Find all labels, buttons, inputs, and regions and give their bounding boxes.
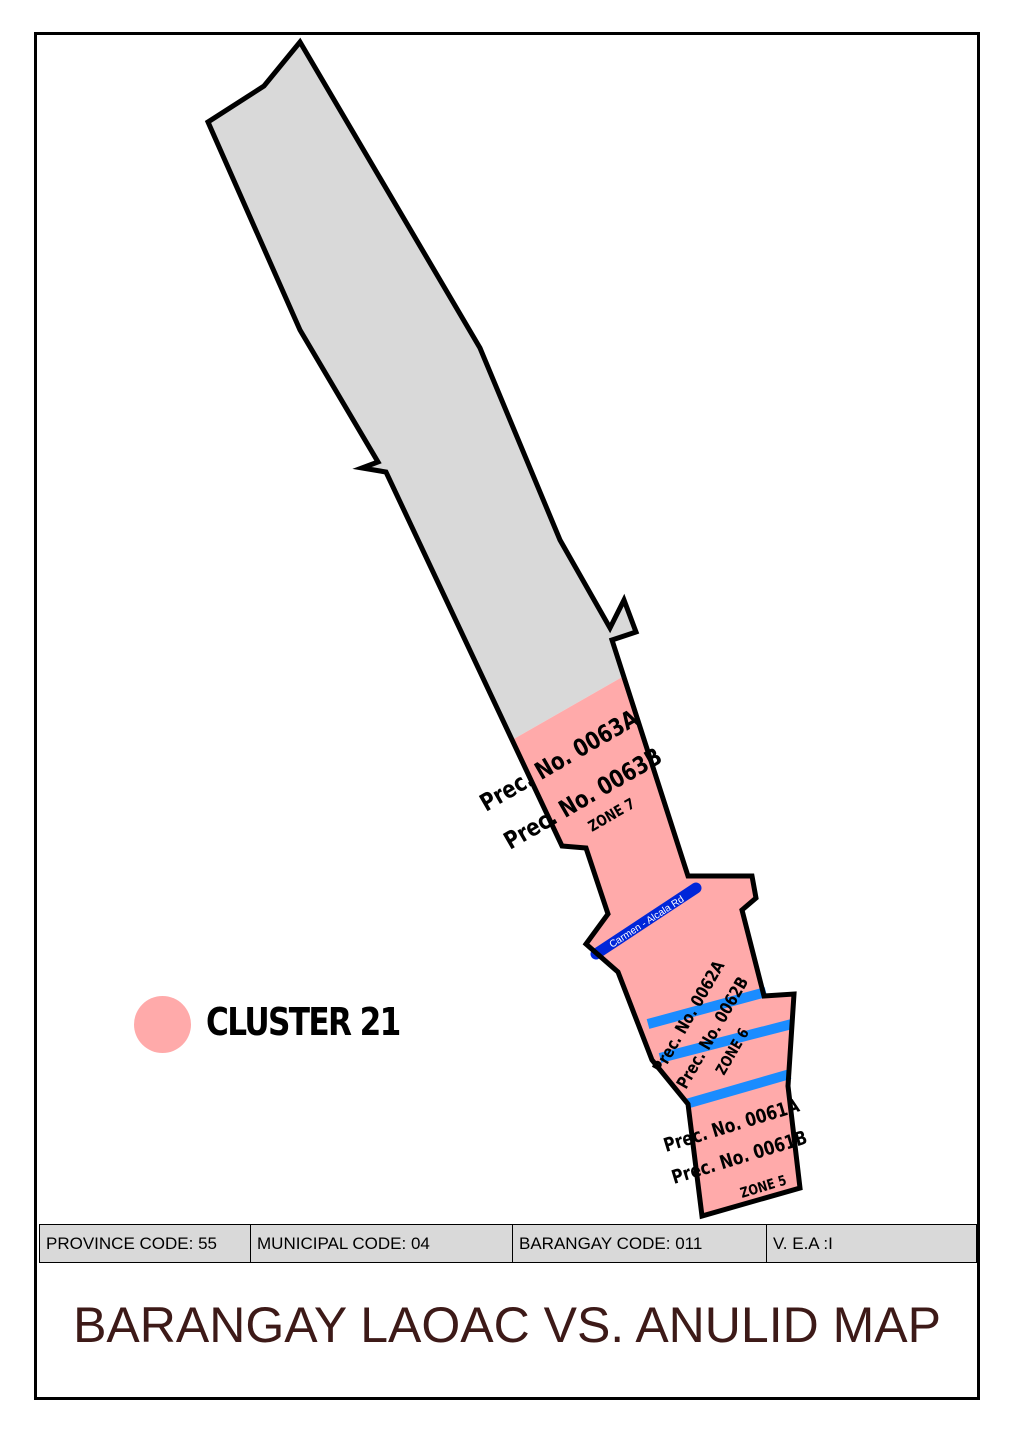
map-title: BARANGAY LAOAC VS. ANULID MAP: [73, 1297, 941, 1353]
municipal-code: MUNICIPAL CODE: 04: [251, 1225, 513, 1262]
code-table: PROVINCE CODE: 55 MUNICIPAL CODE: 04 BAR…: [39, 1224, 977, 1263]
road-zone5-top: [684, 1069, 792, 1109]
barangay-boundary: [204, 37, 803, 1220]
vea-code: V. E.A :I: [773, 1233, 833, 1253]
barangay-area-other: [208, 42, 636, 740]
legend-label: CLUSTER 21: [206, 1000, 401, 1044]
road-zone6-top: [646, 987, 768, 1029]
province-code: PROVINCE CODE: 55: [40, 1225, 251, 1262]
legend-swatch: [134, 996, 191, 1053]
barangay-code: BARANGAY CODE: 011: [513, 1225, 767, 1262]
road-zone6-mid: [658, 1019, 794, 1063]
road-carmen-alcala: [590, 882, 702, 960]
map-frame: [34, 32, 980, 1400]
